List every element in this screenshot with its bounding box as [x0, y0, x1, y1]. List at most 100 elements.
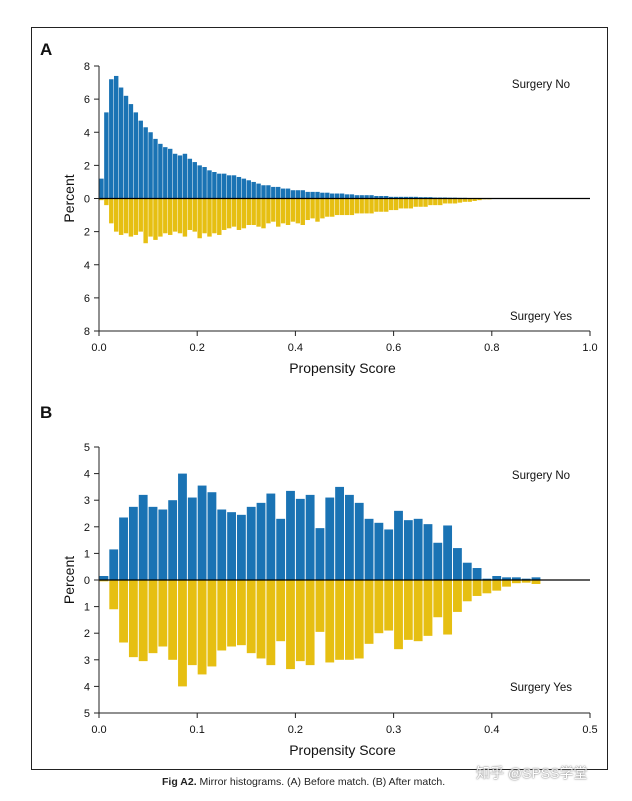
panel-b-bar-top	[227, 512, 236, 580]
panel-b-bar-bottom	[453, 580, 462, 612]
panel-b-x-axis-title: Propensity Score	[289, 742, 396, 758]
panel-b-bar-top	[374, 522, 384, 580]
panel-a-bar-bottom	[477, 198, 482, 201]
panel-a-bar-bottom	[413, 198, 418, 207]
panel-a-bar-bottom	[271, 198, 276, 222]
panel-b-y-tick-label: 4	[84, 681, 90, 693]
panel-b-bar-top	[109, 549, 119, 580]
panel-a-bar-top	[143, 127, 148, 199]
panel-b-bar-top	[403, 520, 413, 580]
panel-a-bar-bottom	[452, 198, 458, 204]
panel-b-bar-top	[178, 473, 187, 580]
panel-b-bar-bottom	[472, 580, 482, 596]
panel-a-bar-top	[256, 183, 261, 199]
panel-a-bar-bottom	[344, 198, 350, 216]
panel-b-bar-bottom	[187, 580, 197, 666]
panel-b-y-tick-label: 3	[84, 655, 90, 667]
panel-a-bar-bottom	[109, 198, 114, 224]
panel-b-x-tick-label: 0.5	[582, 724, 597, 736]
panel-a-bar-top	[364, 195, 369, 199]
panel-a-bar-bottom	[143, 198, 148, 244]
panel-a-bar-bottom	[163, 198, 168, 234]
panel-b-y-tick-label: 2	[84, 628, 90, 640]
panel-a-bar-bottom	[379, 198, 384, 212]
panel-a-x-tick-label: 0.6	[386, 342, 401, 354]
panel-a-x-tick-label: 1.0	[582, 342, 597, 354]
caption-text: Mirror histograms. (A) Before match. (B)…	[199, 776, 446, 788]
panel-a-bar-bottom	[457, 198, 463, 203]
panel-b-bar-top	[119, 517, 128, 580]
panel-a-y-tick-label: 8	[84, 61, 90, 73]
panel-b-y-tick-label: 5	[84, 708, 90, 720]
panel-a-bar-top	[187, 158, 193, 199]
panel-b-bar-top	[423, 524, 433, 580]
panel-b-bar-bottom	[197, 580, 207, 675]
panel-a-bar-bottom	[222, 198, 227, 230]
panel-b-y-tick-label: 1	[84, 548, 90, 560]
panel-a-bar-top	[202, 167, 207, 199]
panel-a-bar-bottom	[349, 198, 355, 216]
caption-label: Fig A2.	[162, 776, 197, 788]
panel-b-bar-top	[138, 494, 148, 580]
panel-a-bar-bottom	[295, 198, 301, 224]
panel-a-bar-bottom	[398, 198, 404, 209]
panel-a-bar-bottom	[374, 198, 379, 212]
panel-b-bar-bottom	[344, 580, 354, 660]
panel-a-bar-bottom	[305, 198, 310, 221]
panel-b-bar-bottom	[433, 580, 443, 618]
panel-a-bar-top	[222, 173, 227, 199]
panel-b-bottom-group-label: Surgery Yes	[510, 682, 572, 694]
panel-a-bar-bottom	[467, 198, 472, 202]
panel-a-bar-top	[212, 172, 217, 199]
panel-a-bar-top	[231, 175, 237, 199]
panel-b-bar-bottom	[462, 580, 472, 602]
panel-a-bar-bottom	[285, 198, 291, 225]
panel-b-bar-bottom	[384, 580, 394, 631]
panel-a-bar-top	[334, 193, 340, 199]
panel-a-y-tick-label: 4	[84, 260, 90, 272]
panel-a-x-tick-label: 0.4	[288, 342, 303, 354]
panel-b-bar-bottom	[364, 580, 374, 644]
figure-frame	[31, 27, 608, 770]
panel-a-bar-bottom	[330, 198, 335, 217]
panel-a-top-group-label: Surgery No	[512, 79, 570, 91]
panel-b-bar-top	[276, 518, 286, 580]
panel-a-bar-top	[177, 155, 183, 199]
panel-b-bar-top	[286, 490, 295, 580]
panel-a-bar-bottom	[442, 198, 448, 204]
panel-a-bar-bottom	[393, 198, 399, 211]
panel-a-bar-top	[158, 143, 163, 199]
panel-a-y-tick-label: 2	[84, 227, 90, 239]
panel-a-bar-bottom	[462, 198, 468, 202]
panel-a-bar-bottom	[212, 198, 217, 234]
panel-a-bar-top	[290, 190, 296, 199]
panel-a-bar-bottom	[217, 198, 222, 235]
panel-a-y-tick-label: 6	[84, 293, 90, 305]
panel-a-bar-bottom	[192, 198, 197, 232]
panel-a-bar-bottom	[359, 198, 364, 214]
panel-b-bar-bottom	[276, 580, 286, 642]
panel-a-bar-top	[408, 196, 413, 199]
panel-a-bar-bottom	[290, 198, 296, 222]
panel-a-bar-bottom	[388, 198, 394, 211]
panel-a-bar-bottom	[251, 198, 256, 225]
panel-b-bar-top	[344, 494, 354, 580]
panel-b-bar-bottom	[109, 580, 119, 610]
panel-b-bar-bottom	[207, 580, 217, 667]
panel-a-bar-bottom	[236, 198, 242, 230]
panel-a-bar-bottom	[104, 198, 109, 206]
panel-b-bar-bottom	[99, 580, 109, 582]
panel-b-bar-top	[462, 562, 472, 580]
panel-b-bar-top	[443, 525, 453, 580]
panel-a-bar-bottom	[118, 198, 124, 235]
panel-b-bar-top	[158, 509, 168, 580]
panel-a-bar-bottom	[438, 198, 443, 206]
panel-a-bar-top	[99, 178, 104, 199]
panel-a-bar-bottom	[364, 198, 369, 214]
panel-b-bar-top	[187, 497, 197, 580]
panel-b-label: B	[40, 403, 52, 422]
panel-b-bar-bottom	[423, 580, 433, 636]
panel-a-bar-bottom	[113, 198, 119, 232]
panel-a-bar-bottom	[138, 198, 143, 232]
